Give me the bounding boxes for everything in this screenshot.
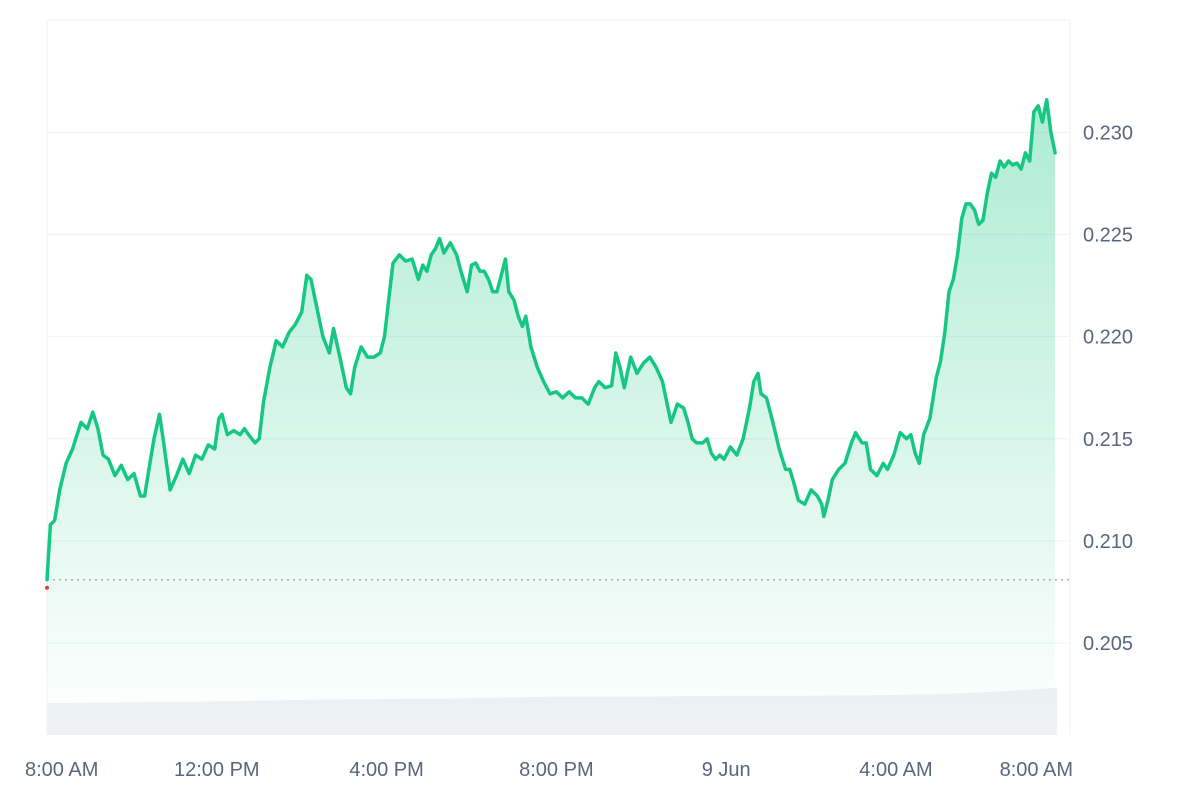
x-tick-label: 9 Jun [702, 759, 751, 781]
x-tick-label: 8:00 PM [519, 759, 593, 781]
y-tick-label: 0.205 [1083, 633, 1133, 655]
price-line-path[interactable] [45, 97, 1057, 582]
x-tick-label: 4:00 AM [859, 759, 932, 781]
y-tick-label: 0.225 [1083, 225, 1133, 247]
y-tick-label: 0.210 [1083, 531, 1133, 553]
x-tick-label: 8:00 AM [1000, 759, 1073, 781]
x-tick-label: 4:00 PM [349, 759, 423, 781]
start-marker [45, 585, 49, 590]
y-tick-label: 0.220 [1083, 327, 1133, 349]
price-line[interactable] [45, 97, 1057, 590]
price-area-shape [47, 99, 1056, 735]
x-tick-label: 8:00 AM [25, 759, 98, 781]
price-area-fill [47, 99, 1056, 735]
y-tick-label: 0.215 [1083, 429, 1133, 451]
x-tick-label: 12:00 PM [174, 759, 260, 781]
y-tick-label: 0.230 [1083, 122, 1133, 144]
y-axis-labels: 0.205 0.210 0.215 0.220 0.225 0.230 [1083, 122, 1133, 655]
x-axis-labels: 8:00 AM 12:00 PM 4:00 PM 8:00 PM 9 Jun 4:00 A… [25, 759, 1073, 781]
